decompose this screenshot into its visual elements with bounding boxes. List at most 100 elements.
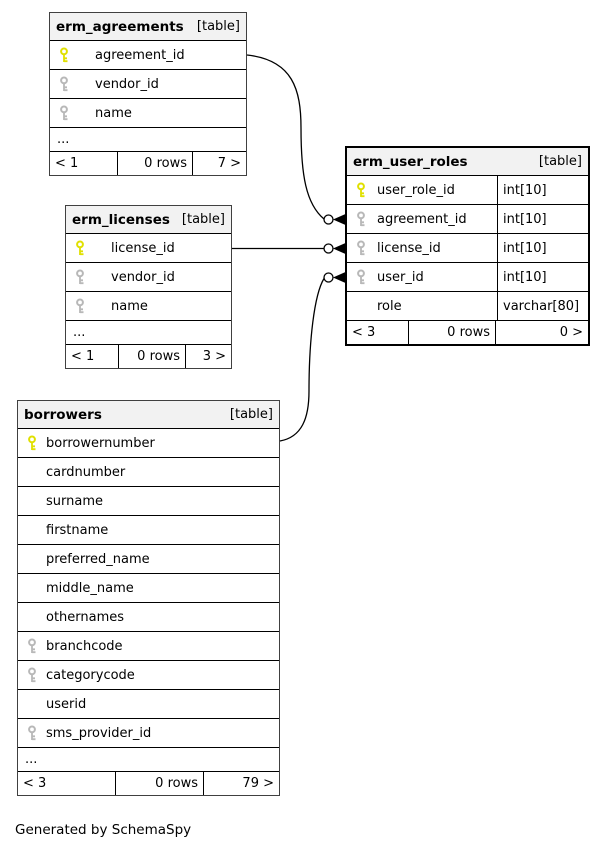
column-name: vendor_id bbox=[95, 76, 159, 92]
column-row-vendor_id: vendor_id bbox=[50, 70, 246, 99]
foreign-key-icon bbox=[355, 269, 371, 285]
more-columns-ellipsis: ... bbox=[18, 748, 279, 772]
table-type-tag: [table] bbox=[538, 154, 582, 169]
column-row-othernames: othernames bbox=[18, 603, 279, 632]
column-name: vendor_id bbox=[111, 269, 175, 285]
column-type: int[10] bbox=[497, 205, 588, 233]
column-name-cell: vendor_id bbox=[66, 263, 231, 291]
table-header[interactable]: erm_licenses [table] bbox=[66, 206, 231, 234]
column-name-cell: agreement_id bbox=[50, 41, 246, 69]
column-name-cell: preferred_name bbox=[18, 545, 279, 573]
column-name: surname bbox=[46, 493, 103, 509]
foreign-key-icon bbox=[355, 240, 371, 256]
foreign-key-icon bbox=[74, 298, 90, 314]
column-row-surname: surname bbox=[18, 487, 279, 516]
column-row-categorycode: categorycode bbox=[18, 661, 279, 690]
table-title: erm_agreements bbox=[56, 18, 184, 35]
generated-by-note: Generated by SchemaSpy bbox=[15, 822, 192, 838]
table-type-tag: [table] bbox=[196, 19, 240, 34]
column-name: name bbox=[95, 105, 132, 121]
table-title: erm_licenses bbox=[72, 211, 170, 228]
column-type: int[10] bbox=[497, 263, 588, 291]
column-name: cardnumber bbox=[46, 464, 126, 480]
more-columns-ellipsis: ... bbox=[66, 321, 231, 345]
column-row-agreement_id: agreement_id int[10] bbox=[347, 205, 588, 234]
column-name-cell: name bbox=[66, 292, 231, 320]
column-name-cell: sms_provider_id bbox=[18, 719, 279, 747]
column-name: categorycode bbox=[46, 667, 135, 683]
table-header[interactable]: borrowers [table] bbox=[18, 401, 279, 429]
column-type: varchar[80] bbox=[497, 292, 588, 320]
row-count-cell: 0 rows bbox=[409, 321, 496, 344]
column-name-cell: borrowernumber bbox=[18, 429, 279, 457]
foreign-key-icon bbox=[58, 76, 74, 92]
table-erm_agreements: erm_agreements [table] agreement_id vendor_… bbox=[49, 12, 247, 176]
column-name: firstname bbox=[46, 522, 109, 538]
table-erm_user_roles: erm_user_roles [table] user_role_id int[10]… bbox=[345, 146, 590, 346]
foreign-key-icon bbox=[74, 269, 90, 285]
column-row-branchcode: branchcode bbox=[18, 632, 279, 661]
column-row-vendor_id: vendor_id bbox=[66, 263, 231, 292]
column-row-middle_name: middle_name bbox=[18, 574, 279, 603]
column-name-cell: userid bbox=[18, 690, 279, 718]
column-row-license_id: license_id bbox=[66, 234, 231, 263]
foreign-key-icon bbox=[26, 638, 42, 654]
column-row-license_id: license_id int[10] bbox=[347, 234, 588, 263]
column-name-cell: license_id bbox=[66, 234, 231, 262]
column-name-cell: categorycode bbox=[18, 661, 279, 689]
column-name-cell: name bbox=[50, 99, 246, 127]
column-row-name: name bbox=[50, 99, 246, 128]
foreign-key-icon bbox=[58, 105, 74, 121]
table-type-tag: [table] bbox=[229, 407, 273, 422]
column-name: user_role_id bbox=[377, 182, 455, 198]
related-children-cell: 79 > bbox=[242, 776, 274, 791]
foreign-key-icon bbox=[26, 725, 42, 741]
column-name: borrowernumber bbox=[46, 435, 155, 451]
primary-key-icon bbox=[355, 182, 371, 198]
column-name: middle_name bbox=[46, 580, 134, 596]
column-name-cell: surname bbox=[18, 487, 279, 515]
related-children-cell: 0 > bbox=[559, 325, 583, 340]
column-name: name bbox=[111, 298, 148, 314]
column-row-userid: userid bbox=[18, 690, 279, 719]
column-row-user_id: user_id int[10] bbox=[347, 263, 588, 292]
table-title: erm_user_roles bbox=[353, 153, 468, 170]
table-header[interactable]: erm_user_roles [table] bbox=[347, 148, 588, 176]
column-row-agreement_id: agreement_id bbox=[50, 41, 246, 70]
column-row-firstname: firstname bbox=[18, 516, 279, 545]
table-header[interactable]: erm_agreements [table] bbox=[50, 13, 246, 41]
column-name-cell: middle_name bbox=[18, 574, 279, 602]
column-name-cell: license_id bbox=[347, 234, 497, 262]
column-name: agreement_id bbox=[95, 47, 185, 63]
column-name-cell: agreement_id bbox=[347, 205, 497, 233]
primary-key-icon bbox=[26, 435, 42, 451]
column-name-cell: branchcode bbox=[18, 632, 279, 660]
column-name-cell: user_id bbox=[347, 263, 497, 291]
table-borrowers: borrowers [table] borrowernumber cardnumber… bbox=[17, 400, 280, 796]
column-type: int[10] bbox=[497, 234, 588, 262]
column-row-user_role_id: user_role_id int[10] bbox=[347, 176, 588, 205]
column-name: license_id bbox=[111, 240, 175, 256]
column-name: othernames bbox=[46, 609, 125, 625]
column-row-name: name bbox=[66, 292, 231, 321]
foreign-key-icon bbox=[26, 667, 42, 683]
column-name: agreement_id bbox=[377, 211, 467, 227]
column-name: userid bbox=[46, 696, 87, 712]
more-columns-ellipsis: ... bbox=[50, 128, 246, 152]
column-name: license_id bbox=[377, 240, 441, 256]
column-name: preferred_name bbox=[46, 551, 150, 567]
column-row-cardnumber: cardnumber bbox=[18, 458, 279, 487]
related-parents-cell: < 1 bbox=[50, 152, 118, 175]
column-name-cell: othernames bbox=[18, 603, 279, 631]
column-name-cell: cardnumber bbox=[18, 458, 279, 486]
column-row-role: role varchar[80] bbox=[347, 292, 588, 321]
column-row-sms_provider_id: sms_provider_id bbox=[18, 719, 279, 748]
column-name-cell: firstname bbox=[18, 516, 279, 544]
related-children-cell: 7 > bbox=[217, 156, 241, 171]
